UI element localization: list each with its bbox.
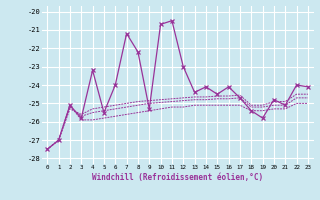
X-axis label: Windchill (Refroidissement éolien,°C): Windchill (Refroidissement éolien,°C) (92, 173, 263, 182)
